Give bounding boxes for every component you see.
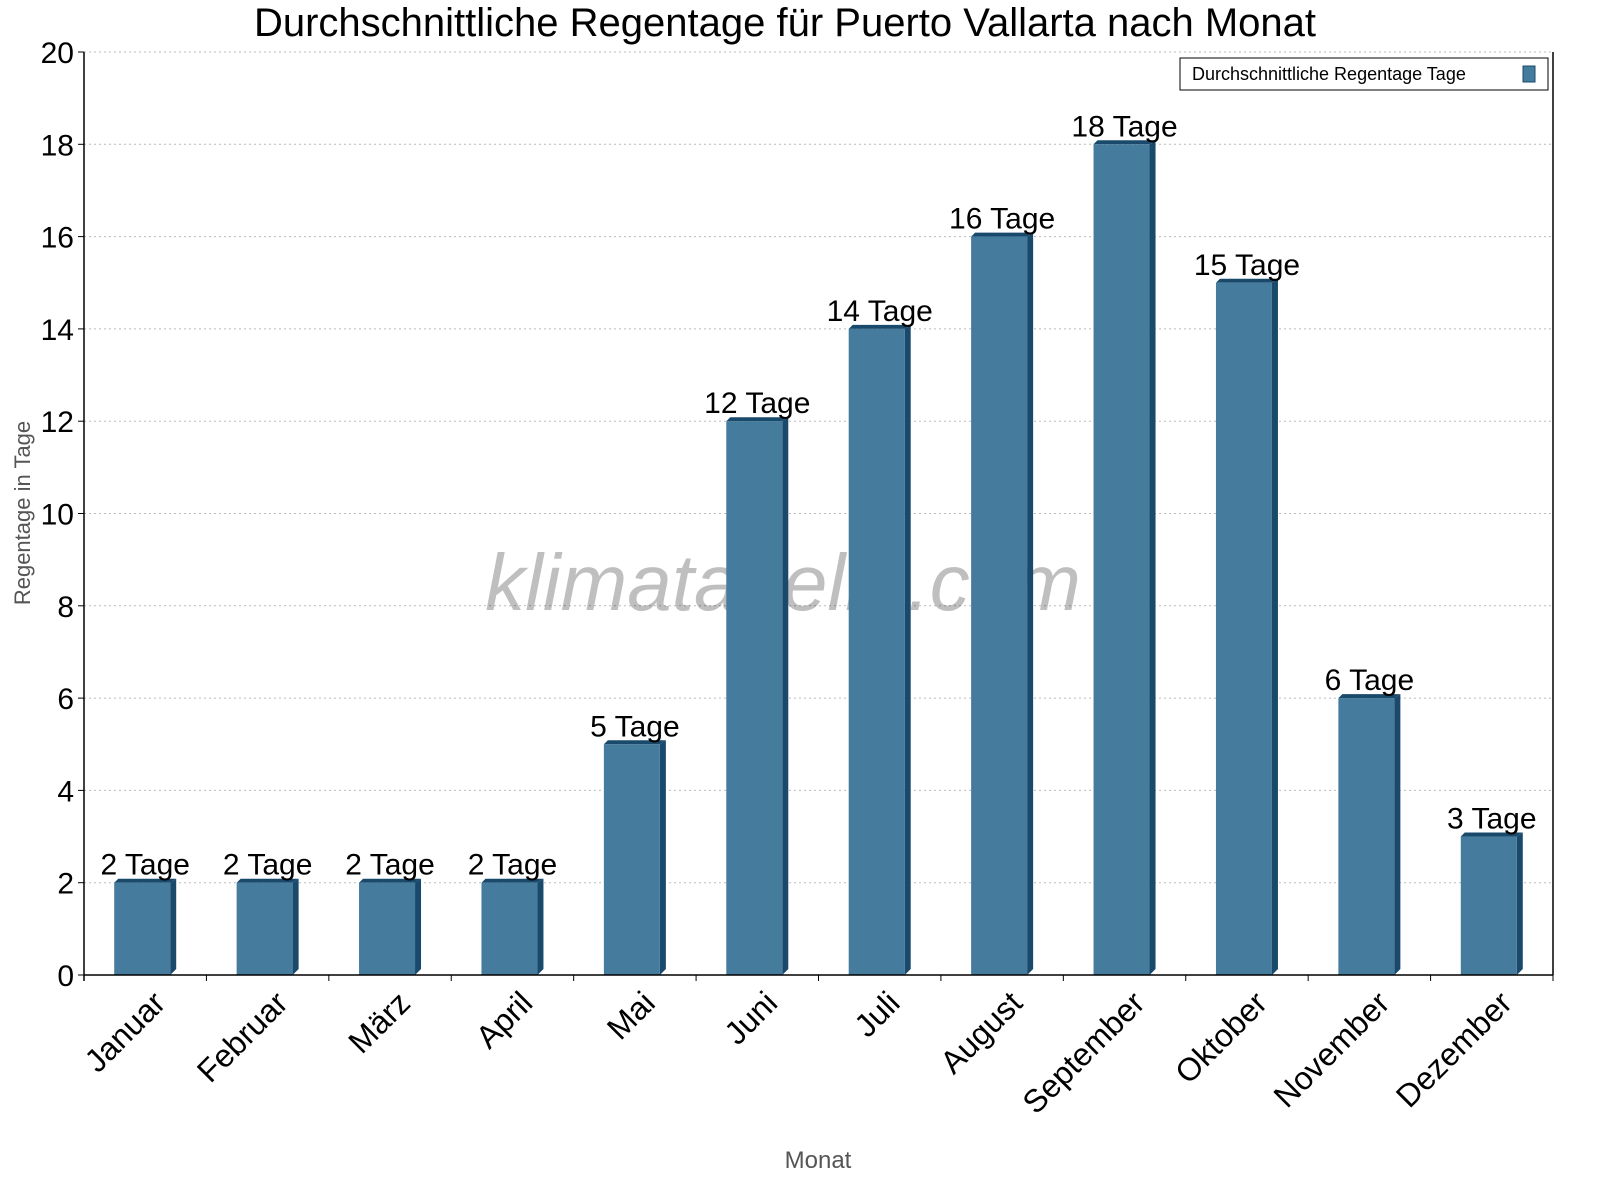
- legend-box: [1179, 57, 1549, 91]
- data-label: 3 Tage: [1447, 803, 1537, 836]
- y-tick-label: 18: [41, 129, 74, 162]
- bar-top: [114, 878, 177, 883]
- bar: [726, 421, 783, 975]
- bar-side: [1394, 694, 1401, 975]
- y-tick-label: 20: [41, 37, 74, 70]
- bar-side: [1271, 278, 1278, 975]
- bar-side: [1149, 140, 1156, 976]
- bar-side: [415, 878, 422, 975]
- data-label: 16 Tage: [949, 203, 1055, 236]
- gridlines: [84, 51, 1553, 884]
- legend-label: Durchschnittliche Regentage Tage: [1192, 64, 1466, 84]
- y-tick-label: 8: [57, 591, 74, 624]
- x-tick-label: November: [1266, 984, 1396, 1114]
- bar-side: [904, 324, 911, 975]
- data-label: 6 Tage: [1325, 664, 1415, 697]
- data-label: 14 Tage: [827, 295, 933, 328]
- y-tick-label: 14: [41, 314, 74, 347]
- y-tick-label: 12: [41, 406, 74, 439]
- data-label: 2 Tage: [100, 849, 190, 882]
- bar-top: [1460, 832, 1523, 837]
- bar: [603, 744, 660, 975]
- bar-top: [848, 324, 911, 329]
- bar: [1460, 836, 1517, 975]
- x-tick-label: August: [933, 984, 1029, 1080]
- legend-swatch: [1522, 65, 1536, 83]
- x-tick-label: Januar: [78, 984, 173, 1079]
- data-label: 2 Tage: [223, 849, 313, 882]
- bar-top: [359, 878, 422, 883]
- bar: [481, 882, 538, 975]
- bar: [359, 882, 416, 975]
- bar-top: [481, 878, 544, 883]
- bar-top: [1215, 278, 1278, 283]
- bar-top: [726, 417, 789, 422]
- y-tick-label: 4: [57, 775, 74, 808]
- bars: 2 Tage 2 Tage 2 Tage 2 Tage 5 Tage 12 Tage 14 …: [100, 110, 1537, 976]
- bar-side: [537, 878, 544, 975]
- x-tick-label: Februar: [190, 984, 295, 1089]
- bar-side: [659, 740, 666, 975]
- y-tick-label: 16: [41, 222, 74, 255]
- bar: [114, 882, 171, 975]
- bar: [1093, 144, 1150, 976]
- bar-side: [782, 417, 789, 975]
- x-tick-label: März: [341, 984, 417, 1060]
- x-tick-label: Oktober: [1168, 984, 1274, 1090]
- x-tick-label: Juli: [847, 984, 906, 1043]
- data-label: 12 Tage: [704, 387, 810, 420]
- bar: [236, 882, 293, 975]
- y-tick-label: 2: [57, 868, 74, 901]
- x-axis-label: Monat: [785, 1147, 852, 1174]
- bar-top: [971, 232, 1034, 237]
- bar-side: [292, 878, 299, 975]
- legend: Durchschnittliche Regentage Tage: [1179, 57, 1549, 91]
- bar: [971, 236, 1028, 976]
- data-label: 5 Tage: [590, 710, 680, 743]
- data-label: 2 Tage: [345, 849, 435, 882]
- bar-top: [1093, 140, 1156, 145]
- bar-top: [1338, 694, 1401, 699]
- x-tick-label: Dezember: [1389, 984, 1519, 1114]
- y-axis-label: Regentage in Tage: [10, 421, 35, 605]
- bar-side: [170, 878, 177, 975]
- bar: [848, 328, 905, 975]
- bar-top: [603, 740, 666, 745]
- x-tick-label: April: [469, 984, 540, 1055]
- data-label: 2 Tage: [468, 849, 558, 882]
- bar-side: [1027, 232, 1034, 976]
- x-tick-label: Mai: [600, 984, 662, 1046]
- x-tick-label: Juni: [717, 984, 784, 1051]
- y-tick-label: 10: [41, 499, 74, 532]
- chart-title: Durchschnittliche Regentage für Puerto V…: [254, 1, 1316, 45]
- bar-side: [1516, 832, 1523, 975]
- y-tick-label: 6: [57, 683, 74, 716]
- x-tick-label: September: [1015, 984, 1151, 1120]
- data-label: 18 Tage: [1071, 110, 1177, 143]
- bar: [1338, 698, 1395, 975]
- y-tick-label: 0: [57, 960, 74, 993]
- data-label: 15 Tage: [1194, 249, 1300, 282]
- bar-top: [236, 878, 299, 883]
- bar: [1215, 282, 1272, 975]
